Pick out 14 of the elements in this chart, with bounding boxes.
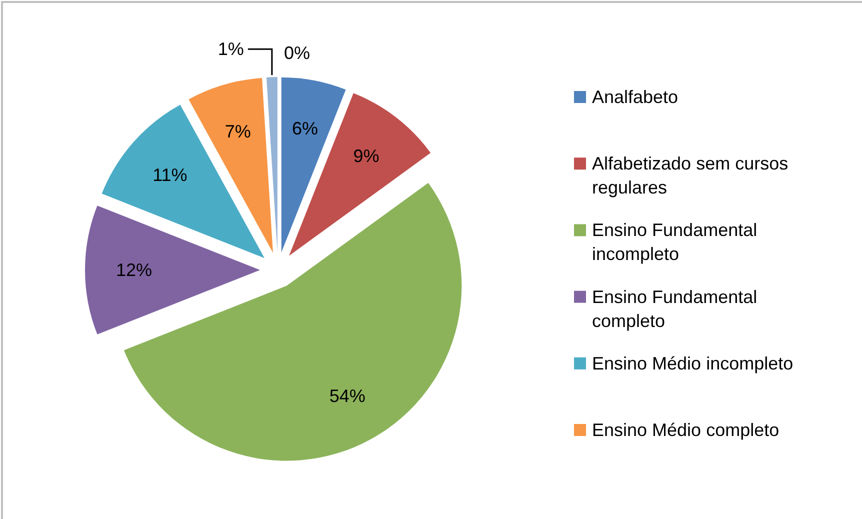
data-label: 11%	[152, 164, 188, 185]
data-label: 7%	[224, 122, 251, 142]
data-label: 9%	[353, 146, 380, 166]
legend-label: Analfabeto	[592, 87, 678, 107]
legend-label: Alfabetizado sem cursos regulares	[592, 154, 788, 198]
data-label: 12%	[116, 260, 152, 280]
text: 0%	[284, 43, 310, 63]
legend-label: Ensino Médio incompleto	[592, 353, 794, 374]
data-label: 6%	[292, 118, 318, 139]
data-label: 1%	[218, 39, 244, 60]
legend-label: Ensino Médio completo	[592, 420, 780, 440]
legend-label: Ensino Fundamental completo	[592, 286, 758, 331]
data-label: 54%	[329, 386, 366, 406]
legend-label: Ensino Fundamental incompleto	[592, 220, 758, 264]
